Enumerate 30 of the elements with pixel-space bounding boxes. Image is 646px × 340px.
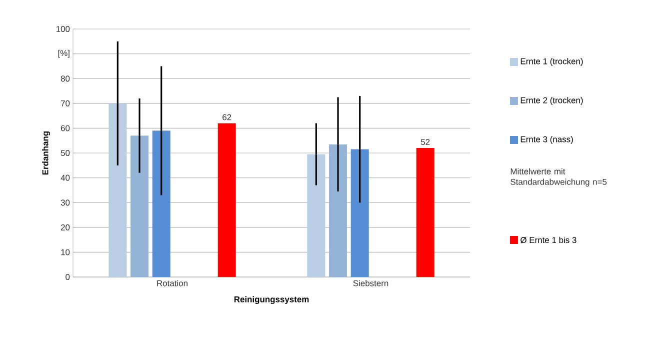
bar bbox=[307, 154, 326, 277]
x-axis-title: Reinigungssystem bbox=[234, 296, 309, 304]
y-tick-label: 80 bbox=[60, 76, 70, 82]
data-label: 62 bbox=[222, 114, 232, 120]
bar bbox=[130, 136, 149, 277]
legend-label: Ø Ernte 1 bis 3 bbox=[520, 236, 576, 244]
y-tick-label: 20 bbox=[60, 224, 70, 230]
bar bbox=[329, 144, 348, 277]
bar bbox=[108, 103, 127, 277]
y-tick-label: 60 bbox=[61, 125, 70, 132]
bar bbox=[152, 130, 170, 277]
y-tick-label: 40 bbox=[60, 174, 70, 181]
y-tick-label: 30 bbox=[60, 200, 70, 206]
y-tick-label: 0 bbox=[66, 274, 70, 280]
bar bbox=[416, 148, 434, 277]
data-label: 52 bbox=[420, 139, 430, 146]
legend-label: Ernte 3 (nass) bbox=[520, 136, 573, 144]
y-tick-label: 10 bbox=[61, 249, 70, 256]
y-tick-label: 70 bbox=[61, 100, 70, 106]
y-axis-title: Erdanhang bbox=[42, 131, 50, 175]
y-tick-label: [%] bbox=[58, 50, 70, 58]
x-tick-label: Siebstern bbox=[353, 280, 388, 286]
x-tick-label: Rotation bbox=[157, 280, 188, 286]
y-tick-label: 50 bbox=[60, 150, 70, 156]
y-tick-label: 100 bbox=[56, 26, 70, 32]
bar bbox=[218, 123, 236, 277]
bar bbox=[350, 149, 369, 277]
legend-label: Ernte 2 (trocken) bbox=[520, 97, 583, 105]
text: Mittelwerte mit Standardabweichung n=5 bbox=[510, 168, 607, 187]
legend-label: Ernte 1 (trocken) bbox=[520, 58, 583, 66]
